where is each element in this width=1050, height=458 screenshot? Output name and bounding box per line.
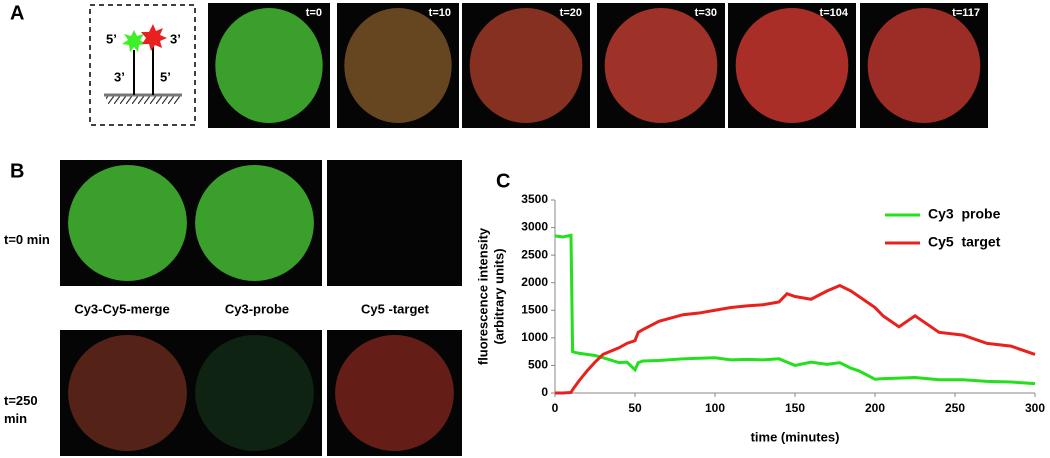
- frame-label: t=20: [560, 7, 582, 19]
- micrograph: [187, 330, 322, 456]
- spot: [604, 8, 718, 123]
- y-tick-label: 0: [541, 385, 548, 399]
- micrograph: [60, 160, 195, 286]
- series-line: [555, 283, 1036, 395]
- spot: [469, 8, 583, 123]
- frame-label: t=117: [952, 7, 980, 19]
- y-axis-title: (arbitrary units): [491, 248, 506, 344]
- micrograph: t=10: [337, 3, 459, 128]
- micrograph: [60, 330, 195, 456]
- spot: [867, 8, 981, 123]
- spot: [68, 335, 187, 451]
- prime-label: 3’: [114, 69, 125, 84]
- x-tick-label: 0: [552, 401, 559, 415]
- frame-label: t=10: [429, 7, 451, 19]
- panel-label: A: [10, 2, 24, 24]
- y-tick-label: 3000: [521, 220, 548, 234]
- legend-label: Cy5 target: [928, 234, 1001, 250]
- y-tick-label: 2500: [521, 247, 548, 261]
- row-label: t=0 min: [4, 232, 50, 247]
- column-label: Cy3-probe: [225, 301, 289, 316]
- micrograph: t=20: [462, 3, 590, 128]
- x-tick-label: 50: [628, 401, 642, 415]
- schematic: 5’ 3’ 3’ 5’: [89, 4, 196, 126]
- micrograph: t=104: [728, 3, 856, 128]
- micrograph: t=117: [860, 3, 988, 128]
- surface-hatch: [106, 96, 180, 104]
- micrograph-bg: [327, 160, 462, 286]
- panel-label: C: [496, 170, 510, 192]
- y-axis-title: fluorescence intensity: [475, 227, 490, 365]
- x-tick-label: 150: [785, 401, 805, 415]
- micrograph: [327, 160, 462, 286]
- row-label: t=250 min: [4, 393, 38, 426]
- legend-label: Cy3 probe: [928, 206, 1001, 222]
- spot: [344, 8, 452, 123]
- x-tick-label: 300: [1025, 401, 1045, 415]
- panel-label: B: [10, 160, 24, 182]
- prime-label: 3’: [170, 31, 181, 46]
- frame-label: t=30: [695, 7, 717, 19]
- spot: [215, 8, 323, 123]
- series-line: [554, 233, 1036, 386]
- spot: [195, 165, 314, 281]
- y-tick-label: 1000: [521, 330, 548, 344]
- schematic-box: [89, 4, 196, 126]
- prime-label: 5’: [160, 69, 171, 84]
- spot: [335, 335, 454, 451]
- micrograph: t=0: [208, 3, 330, 128]
- cy3-star: [122, 30, 146, 52]
- cy5-star: [141, 24, 167, 51]
- y-tick-label: 2000: [521, 275, 548, 289]
- frame-label: t=0: [306, 7, 322, 19]
- prime-label: 5’: [106, 31, 117, 46]
- y-tick-label: 3500: [521, 192, 548, 206]
- spot: [195, 335, 314, 451]
- spot: [735, 8, 849, 123]
- column-label: Cy3-Cy5-merge: [74, 301, 169, 316]
- micrograph: t=30: [597, 3, 725, 128]
- spot: [68, 165, 187, 281]
- micrograph: [327, 330, 462, 456]
- column-label: Cy5 -target: [361, 301, 430, 316]
- x-tick-label: 250: [945, 401, 965, 415]
- y-tick-label: 1500: [521, 302, 548, 316]
- x-axis-title: time (minutes): [751, 429, 840, 444]
- micrograph: [187, 160, 322, 286]
- y-tick-label: 500: [528, 358, 548, 372]
- x-tick-label: 200: [865, 401, 885, 415]
- frame-label: t=104: [820, 7, 849, 19]
- x-tick-label: 100: [705, 401, 725, 415]
